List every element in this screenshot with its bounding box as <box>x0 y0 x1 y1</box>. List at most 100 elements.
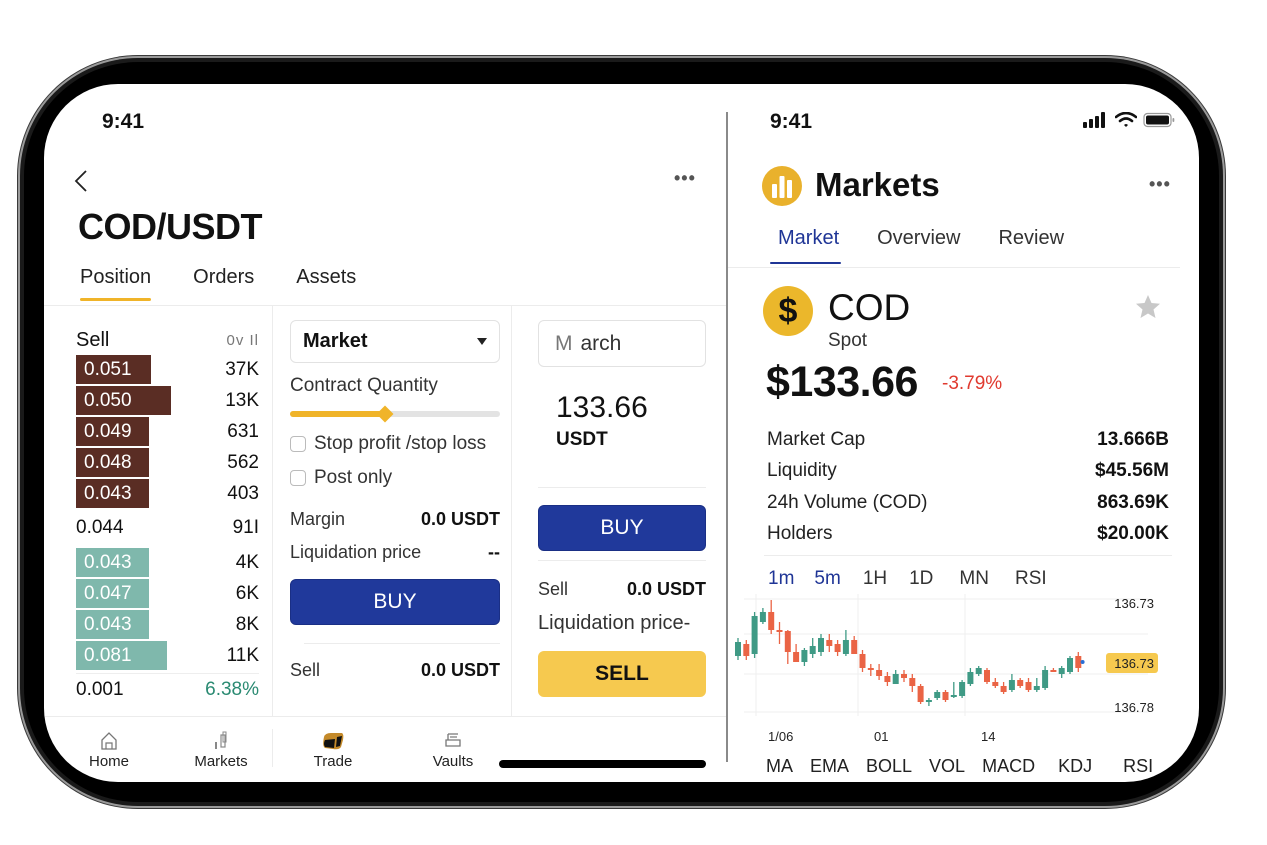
candle-body <box>1008 680 1015 690</box>
divider <box>538 487 706 488</box>
stat-volume: 24h Volume (COD) 863.69K <box>767 487 1169 519</box>
bottom-tab-bar: Home Markets Trade <box>44 716 726 782</box>
side-liquidation-row: Liquidation price- <box>538 612 706 635</box>
bid-row[interactable]: 0.043 4K <box>76 547 259 578</box>
slider-thumb[interactable] <box>376 405 393 423</box>
ask-row[interactable]: 0.043 403 <box>76 478 259 509</box>
indicator-rsi[interactable]: RSI <box>1123 756 1154 776</box>
bid-price: 0.081 <box>84 644 132 666</box>
order-book-mid-row[interactable]: 0.044 91I <box>76 509 259 547</box>
timeframe-5m[interactable]: 5m <box>814 568 841 589</box>
bid-row[interactable]: 0.081 11K <box>76 640 259 671</box>
divider <box>538 560 706 561</box>
candle-body <box>801 650 808 662</box>
tab-assets[interactable]: Assets <box>296 266 357 288</box>
indicator-kdj[interactable]: KDJ <box>1058 756 1093 776</box>
timeframe-1m[interactable]: 1m <box>768 568 795 589</box>
stat-value: 13.666B <box>1097 428 1169 450</box>
more-options-icon[interactable]: ••• <box>1149 174 1171 194</box>
quantity-slider[interactable] <box>290 405 500 423</box>
x-tick: 14 <box>981 729 996 744</box>
ask-row[interactable]: 0.048 562 <box>76 447 259 478</box>
tab-review[interactable]: Review <box>998 227 1065 249</box>
order-type-select[interactable]: Market <box>290 320 500 363</box>
side-sell-row: Sell 0.0 USDT <box>538 579 706 600</box>
buy-button[interactable]: BUY <box>290 579 500 625</box>
ask-price: 0.048 <box>84 451 132 473</box>
more-options-icon[interactable]: ••• <box>674 168 696 188</box>
indicator-ma[interactable]: MA <box>766 756 793 776</box>
timeframe-1d[interactable]: 1D <box>909 568 934 589</box>
candle-body <box>1075 656 1082 668</box>
coin-logo: $ <box>763 286 813 336</box>
indicator-vol[interactable]: VOL <box>929 756 966 776</box>
margin-row: Margin 0.0 USDT <box>290 509 500 530</box>
position-tabs: Position Orders Assets <box>80 266 398 301</box>
y-axis-label: 136.73 <box>1114 656 1154 671</box>
divider <box>764 555 1172 556</box>
trade-panel: 9:41 ••• COD/USDT Position Orders Assets… <box>44 84 726 782</box>
depth-bar <box>76 355 151 384</box>
tab-overview[interactable]: Overview <box>877 227 961 249</box>
tabbar-trade[interactable]: Trade <box>288 731 378 770</box>
bid-row[interactable]: 0.043 8K <box>76 609 259 640</box>
ask-qty: 562 <box>227 451 259 473</box>
divider <box>728 267 1180 268</box>
y-axis-label: 136.73 <box>1114 596 1154 611</box>
timeframe-1h[interactable]: 1H <box>862 568 888 589</box>
markets-logo <box>762 166 802 206</box>
candle-body <box>768 612 775 630</box>
candle-body <box>1025 682 1032 690</box>
candlestick-chart[interactable]: 136.73 136.73 136.78 <box>728 594 1199 734</box>
bid-row[interactable]: 0.047 6K <box>76 578 259 609</box>
timeframe-rsi[interactable]: RSI <box>1014 568 1047 589</box>
candle-body <box>784 631 791 652</box>
search-input[interactable]: M arch <box>538 320 706 367</box>
ask-row[interactable]: 0.049 631 <box>76 416 259 447</box>
candle-body <box>1050 670 1057 672</box>
ask-row[interactable]: 0.051 37K <box>76 354 259 385</box>
stop-profit-loss-option[interactable]: Stop profit /stop loss <box>290 433 500 455</box>
ask-qty: 37K <box>225 358 259 380</box>
tab-position[interactable]: Position <box>80 266 152 301</box>
post-only-option[interactable]: Post only <box>290 467 500 489</box>
stat-holders: Holders $20.00K <box>767 519 1169 551</box>
divider <box>304 643 500 644</box>
order-book-footer: 0.001 6.38% <box>76 673 259 705</box>
column-divider <box>511 306 512 716</box>
post-only-label: Post only <box>314 467 393 488</box>
candle-body <box>759 612 766 622</box>
indicator-boll[interactable]: BOLL <box>866 756 913 776</box>
x-tick: 1/06 <box>768 729 794 744</box>
stop-profit-loss-checkbox[interactable] <box>290 436 306 452</box>
trade-icon <box>323 733 344 750</box>
ask-price: 0.049 <box>84 420 132 442</box>
side-buy-button[interactable]: BUY <box>538 505 706 551</box>
sell-button[interactable]: SELL <box>538 651 706 697</box>
favorite-star-icon[interactable] <box>1134 294 1162 320</box>
candle-body <box>967 672 974 684</box>
indicator-ema[interactable]: EMA <box>810 756 850 776</box>
ask-row[interactable]: 0.050 13K <box>76 385 259 416</box>
tabbar-home[interactable]: Home <box>64 731 154 770</box>
timeframe-mn[interactable]: MN <box>959 568 989 589</box>
x-tick: 01 <box>874 729 889 744</box>
vaults-icon <box>445 733 461 747</box>
footer-percent: 6.38% <box>205 678 259 700</box>
tabbar-markets[interactable]: Markets <box>176 731 266 770</box>
tabbar-trade-label: Trade <box>313 753 353 770</box>
post-only-checkbox[interactable] <box>290 470 306 486</box>
coin-name: COD <box>828 287 911 328</box>
tab-market[interactable]: Market <box>769 227 842 264</box>
tabbar-vaults[interactable]: Vaults <box>408 731 498 770</box>
stat-liquidity: Liquidity $45.56M <box>767 456 1169 488</box>
order-book-options[interactable]: 0v Il <box>226 331 259 349</box>
tab-orders[interactable]: Orders <box>193 266 255 288</box>
back-chevron-icon[interactable] <box>74 170 88 192</box>
sell-value: 0.0 USDT <box>420 660 500 680</box>
current-price-dot <box>1080 660 1085 664</box>
bid-price: 0.043 <box>84 551 132 573</box>
home-indicator[interactable] <box>499 760 706 768</box>
candle-body <box>776 630 783 632</box>
indicator-macd[interactable]: MACD <box>982 756 1036 776</box>
